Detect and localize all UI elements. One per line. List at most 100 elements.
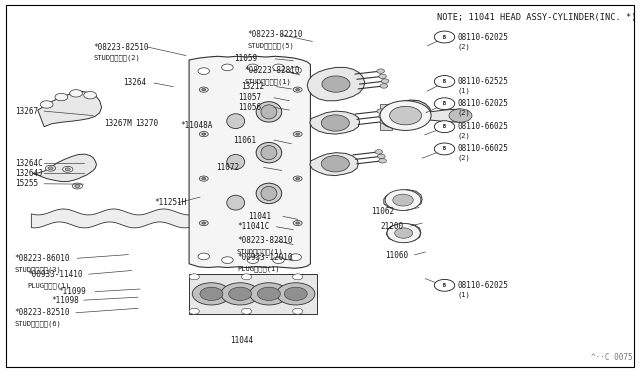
Bar xyxy=(189,274,317,314)
Text: *11041C: *11041C xyxy=(237,222,269,231)
Text: 08110-62025: 08110-62025 xyxy=(458,32,509,42)
Circle shape xyxy=(198,253,209,260)
Text: 11041: 11041 xyxy=(248,212,271,221)
Polygon shape xyxy=(384,190,422,210)
Ellipse shape xyxy=(256,102,282,122)
Text: (2): (2) xyxy=(458,155,470,161)
Circle shape xyxy=(257,287,280,301)
Circle shape xyxy=(189,274,199,280)
Ellipse shape xyxy=(261,105,277,119)
Text: 11059: 11059 xyxy=(234,54,257,63)
Circle shape xyxy=(199,87,208,92)
Circle shape xyxy=(375,150,383,154)
Polygon shape xyxy=(33,154,97,182)
Ellipse shape xyxy=(227,195,244,210)
Circle shape xyxy=(296,222,300,224)
Circle shape xyxy=(221,64,233,71)
Text: *08223-86010: *08223-86010 xyxy=(15,254,70,263)
Circle shape xyxy=(55,93,68,101)
Text: 11061: 11061 xyxy=(233,135,256,145)
Text: 11072: 11072 xyxy=(216,163,239,172)
Circle shape xyxy=(199,176,208,181)
Circle shape xyxy=(84,92,97,99)
Text: STUDスタッド(2): STUDスタッド(2) xyxy=(93,55,140,61)
Circle shape xyxy=(377,109,385,113)
Circle shape xyxy=(393,194,413,206)
Circle shape xyxy=(247,257,259,263)
Circle shape xyxy=(273,64,284,71)
Text: 13267M: 13267M xyxy=(104,119,132,128)
Circle shape xyxy=(63,166,73,172)
Polygon shape xyxy=(310,153,358,176)
Circle shape xyxy=(221,283,259,305)
Text: *08223-82510: *08223-82510 xyxy=(15,308,70,317)
Circle shape xyxy=(241,274,252,280)
Circle shape xyxy=(247,64,259,71)
Text: (1): (1) xyxy=(458,291,470,298)
Text: *11251H: *11251H xyxy=(154,198,186,207)
Text: B: B xyxy=(443,79,446,84)
Text: (2): (2) xyxy=(458,110,470,116)
Text: 11056: 11056 xyxy=(238,103,261,112)
Circle shape xyxy=(377,69,385,73)
Ellipse shape xyxy=(256,142,282,163)
Circle shape xyxy=(202,133,205,135)
Circle shape xyxy=(296,177,300,180)
Text: 08110-62025: 08110-62025 xyxy=(458,99,509,108)
Circle shape xyxy=(228,287,252,301)
Circle shape xyxy=(435,76,455,87)
Circle shape xyxy=(48,167,53,170)
Polygon shape xyxy=(380,100,431,130)
Circle shape xyxy=(380,84,388,88)
Circle shape xyxy=(292,308,303,314)
Text: *11099: *11099 xyxy=(58,287,86,296)
Circle shape xyxy=(387,224,420,243)
Circle shape xyxy=(379,74,387,78)
Text: 13264C: 13264C xyxy=(15,158,42,167)
Text: 08110-62025: 08110-62025 xyxy=(458,281,509,290)
Text: 13264J: 13264J xyxy=(15,169,42,178)
Circle shape xyxy=(435,98,455,110)
Circle shape xyxy=(40,101,53,108)
Text: 08110-62525: 08110-62525 xyxy=(458,77,509,86)
Circle shape xyxy=(202,89,205,91)
Text: *00933-11410: *00933-11410 xyxy=(28,270,83,279)
Circle shape xyxy=(378,154,385,158)
Circle shape xyxy=(199,221,208,226)
Polygon shape xyxy=(307,67,365,101)
Circle shape xyxy=(293,176,302,181)
Text: 13212: 13212 xyxy=(241,82,264,91)
Text: STUDスタッド(5): STUDスタッド(5) xyxy=(247,43,294,49)
Text: B: B xyxy=(443,35,446,39)
Text: (2): (2) xyxy=(458,43,470,49)
Text: B: B xyxy=(443,124,446,129)
Text: *11098: *11098 xyxy=(52,296,79,305)
Circle shape xyxy=(380,101,431,131)
Polygon shape xyxy=(430,109,461,122)
Text: STUDスタッド(1): STUDスタッド(1) xyxy=(244,78,291,85)
Text: 11060: 11060 xyxy=(385,251,408,260)
Text: *00933-12010: *00933-12010 xyxy=(237,253,292,262)
Circle shape xyxy=(45,165,56,171)
Circle shape xyxy=(72,183,83,189)
Text: 11062: 11062 xyxy=(371,207,394,216)
Text: STUDスタッド(3): STUDスタッド(3) xyxy=(15,266,61,273)
Text: B: B xyxy=(443,101,446,106)
Circle shape xyxy=(293,221,302,226)
Circle shape xyxy=(322,76,350,92)
Circle shape xyxy=(241,308,252,314)
Ellipse shape xyxy=(227,114,244,129)
Text: *08223-82510: *08223-82510 xyxy=(93,42,148,51)
Bar xyxy=(380,104,392,131)
Circle shape xyxy=(290,67,301,74)
Circle shape xyxy=(189,308,199,314)
Text: 11044: 11044 xyxy=(230,336,253,346)
Text: 13270: 13270 xyxy=(135,119,158,128)
Polygon shape xyxy=(189,56,310,268)
Text: PLUGプラグ(1): PLUGプラグ(1) xyxy=(28,282,70,289)
Circle shape xyxy=(390,106,422,125)
Ellipse shape xyxy=(227,154,244,169)
Text: 15255: 15255 xyxy=(15,179,38,188)
Circle shape xyxy=(198,68,209,74)
Circle shape xyxy=(290,254,301,260)
